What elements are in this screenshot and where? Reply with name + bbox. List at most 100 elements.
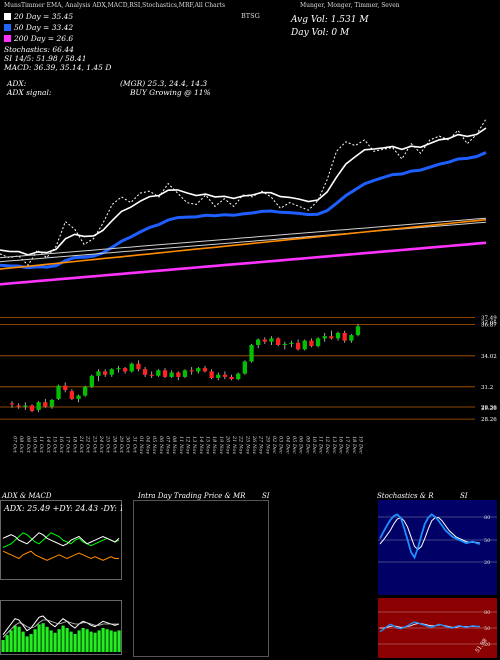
price-level-label: 31.2 (481, 385, 493, 391)
candle-body (322, 336, 327, 339)
candle-body (109, 369, 114, 375)
date-tick-label: 28 Oct (111, 435, 117, 454)
date-tick-label: 07 Nov (165, 436, 171, 454)
date-tick-label: 22 Oct (85, 435, 91, 454)
date-tick-label: 13 Nov (191, 436, 197, 454)
macd-histogram-bar (21, 631, 25, 652)
candle-body (309, 340, 314, 347)
date-tick-label: 18 Oct (71, 436, 77, 454)
macd-histogram-bar (37, 624, 41, 652)
si-tick-50: 50 (484, 626, 490, 632)
macd-line (2, 615, 120, 635)
macd-histogram (1, 623, 121, 652)
ema150-line (0, 218, 487, 270)
ema200-legend: 200 Day = 26.6 (4, 34, 111, 43)
candle-body (96, 371, 101, 376)
candles (9, 324, 361, 413)
date-tick-label: 27 Nov (258, 435, 264, 454)
candle-body (302, 340, 307, 350)
candle-body (129, 363, 134, 372)
date-tick-label: 07 Oct (12, 436, 18, 454)
stoch-si-label: SI (460, 492, 468, 500)
candle-body (156, 370, 161, 376)
price-tick-label: 29.26 (481, 406, 497, 412)
macd-histogram-bar (1, 640, 5, 652)
macd-histogram-bar (113, 631, 117, 652)
macd-histogram-bar (85, 629, 89, 652)
ema20-label: 20 Day = 35.45 (14, 12, 74, 21)
date-tick-label: 04 Dec (284, 436, 290, 454)
date-axis: 07 Oct 08 Oct 09 Oct 10 Oct 11 Oct 14 Oct 15 O… (12, 435, 364, 454)
date-tick-label: 12 Dec (324, 436, 330, 454)
macd-histogram-bar (5, 635, 9, 652)
candle-body (242, 361, 247, 374)
date-tick-label: 10 Dec (311, 436, 317, 454)
candle-body (349, 335, 354, 341)
si-tick-20: 20 (484, 642, 490, 648)
candle-body (149, 374, 154, 376)
price-level-label: 29.36 (481, 405, 497, 411)
date-tick-label: 09 Dec (304, 436, 310, 454)
candle-body (123, 368, 128, 372)
stoch-k-line (379, 513, 481, 560)
ema20-line (0, 127, 487, 256)
date-tick-label: 06 Dec (298, 436, 304, 454)
macd-histogram-bar (17, 626, 21, 652)
candle-body (236, 373, 241, 380)
date-tick-label: 17 Dec (344, 436, 350, 454)
date-tick-label: 22 Nov (238, 435, 244, 454)
si-tick-80: 80 (484, 610, 490, 616)
date-tick-label: 21 Oct (78, 435, 84, 454)
si-text: SI 14/5: 51.98 / 58.41 (4, 54, 87, 63)
date-tick-label: 08 Nov (171, 436, 177, 454)
adx-label: ADX: (7, 79, 27, 88)
candle-body (282, 343, 287, 345)
date-tick-label: 01 Nov (138, 436, 144, 454)
adx-signal-value: BUY Growing @ 11% (130, 88, 211, 97)
candle-body (289, 342, 294, 344)
macd-histogram-bar (49, 630, 53, 652)
macd-histogram-bar (117, 630, 121, 652)
candle-body (56, 385, 61, 399)
macd-histogram-bar (89, 631, 93, 652)
candle-body (182, 370, 188, 377)
macd-panel (0, 600, 122, 655)
candle-body (142, 369, 148, 375)
macd-histogram-bar (45, 626, 49, 652)
candle-body (315, 338, 321, 347)
ema200-line (0, 241, 487, 286)
macd-histogram-bar (93, 632, 97, 652)
date-tick-label: 10 Oct (32, 436, 38, 454)
si-panel: 80 50 20 51.98 (378, 598, 497, 658)
date-tick-label: 14 Oct (45, 436, 51, 454)
candle-body (196, 368, 201, 372)
ema50-legend: 50 Day = 33.42 (4, 23, 111, 32)
macd-histogram-bar (33, 629, 37, 652)
date-tick-label: 20 Nov (224, 435, 230, 454)
macd-histogram-bar (41, 623, 45, 652)
avg-volume: Avg Vol: 1.531 M (291, 15, 369, 25)
ema200-swatch (4, 35, 11, 42)
date-tick-label: 29 Oct (118, 435, 124, 454)
intraday-title: Intra Day Trading Price & MR (138, 492, 246, 500)
candle-body (342, 332, 347, 341)
date-tick-label: 26 Nov (251, 435, 257, 454)
ema50-line (0, 151, 487, 270)
candle-body (162, 370, 168, 377)
price-level-label: 34.02 (481, 354, 497, 360)
candle-body (249, 345, 254, 362)
price-level-label: 28.26 (481, 417, 497, 423)
ema20-swatch (4, 13, 11, 20)
macd-histogram-bar (97, 630, 101, 652)
date-tick-label: 13 Dec (331, 436, 337, 454)
date-tick-label: 25 Nov (244, 435, 250, 454)
macd-histogram-bar (9, 630, 13, 652)
candle-body (69, 391, 74, 399)
intraday-panel (133, 500, 269, 657)
date-tick-label: 23 Oct (91, 435, 97, 454)
ticker-code: BTSG (241, 12, 260, 20)
candle-body (262, 339, 267, 342)
date-tick-label: 02 Dec (271, 436, 277, 454)
date-tick-label: 21 Nov (231, 435, 237, 454)
macd-text: MACD: 36.39, 35.14, 1.45 D (4, 63, 112, 72)
